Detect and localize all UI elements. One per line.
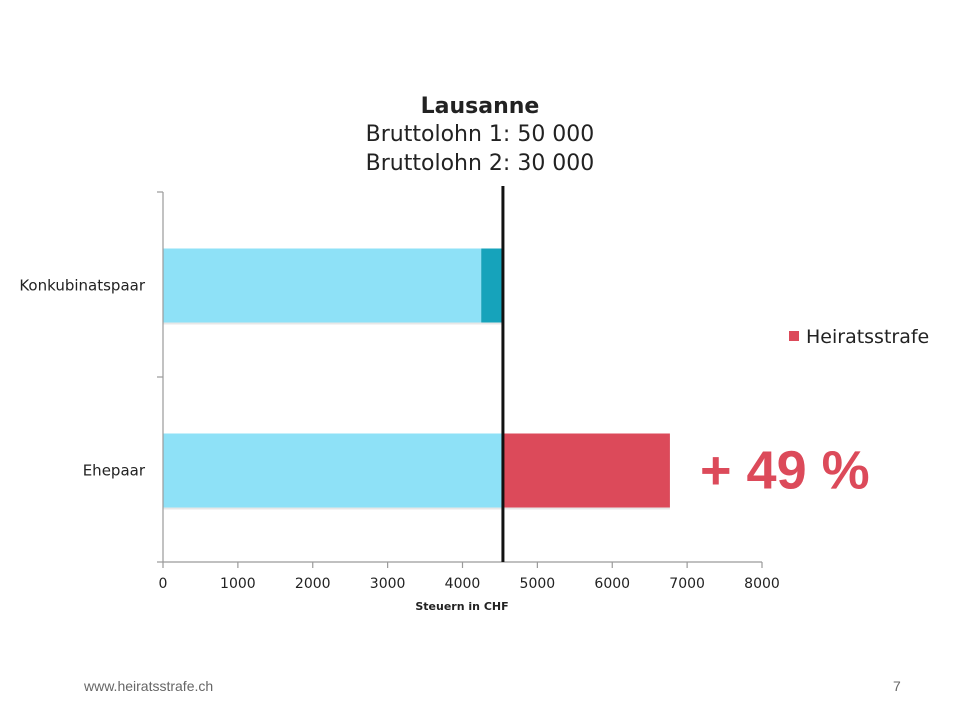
bar-segment-0-1 xyxy=(163,433,503,508)
bar-heiratsstrafe-1 xyxy=(502,433,670,508)
x-tick-label: 5000 xyxy=(520,576,556,592)
category-label: Ehepaar xyxy=(83,462,146,480)
annotations: + 49 % xyxy=(700,441,870,501)
x-tick-label: 4000 xyxy=(445,576,481,592)
bar-segment-0-0 xyxy=(163,248,482,323)
chart-title-line: Bruttolohn 2: 30 000 xyxy=(366,151,595,176)
category-label: Konkubinatspaar xyxy=(19,277,145,295)
chart-title-line: Bruttolohn 1: 50 000 xyxy=(366,122,595,147)
x-tick-label: 6000 xyxy=(594,576,630,592)
footer-url[interactable]: www.heiratsstrafe.ch xyxy=(84,678,214,694)
bar-segment-1-0 xyxy=(481,248,503,323)
legend-label: Heiratsstrafe xyxy=(806,326,929,348)
legend-swatch xyxy=(789,331,799,341)
bars: Konkubinatspaar Ehepaar xyxy=(19,248,670,510)
legend: Heiratsstrafe xyxy=(789,326,929,348)
x-tick-label: 1000 xyxy=(220,576,256,592)
x-tick-label: 0 xyxy=(159,576,168,592)
annotation-label: + 49 % xyxy=(700,441,870,501)
x-axis-title: Steuern in CHF xyxy=(415,600,508,613)
x-tick-label: 2000 xyxy=(295,576,331,592)
chart-title-line: Lausanne xyxy=(421,94,540,119)
x-tick-label: 8000 xyxy=(744,576,780,592)
axes: 0 1000 2000 3000 4000 5000 6000 7000 8000 Steuern… xyxy=(157,191,780,613)
page-number: 7 xyxy=(893,678,901,694)
x-tick-label: 3000 xyxy=(370,576,406,592)
x-tick-label: 7000 xyxy=(669,576,705,592)
chart-title: Lausanne Bruttolohn 1: 50 000 Bruttolohn 2… xyxy=(366,94,595,176)
